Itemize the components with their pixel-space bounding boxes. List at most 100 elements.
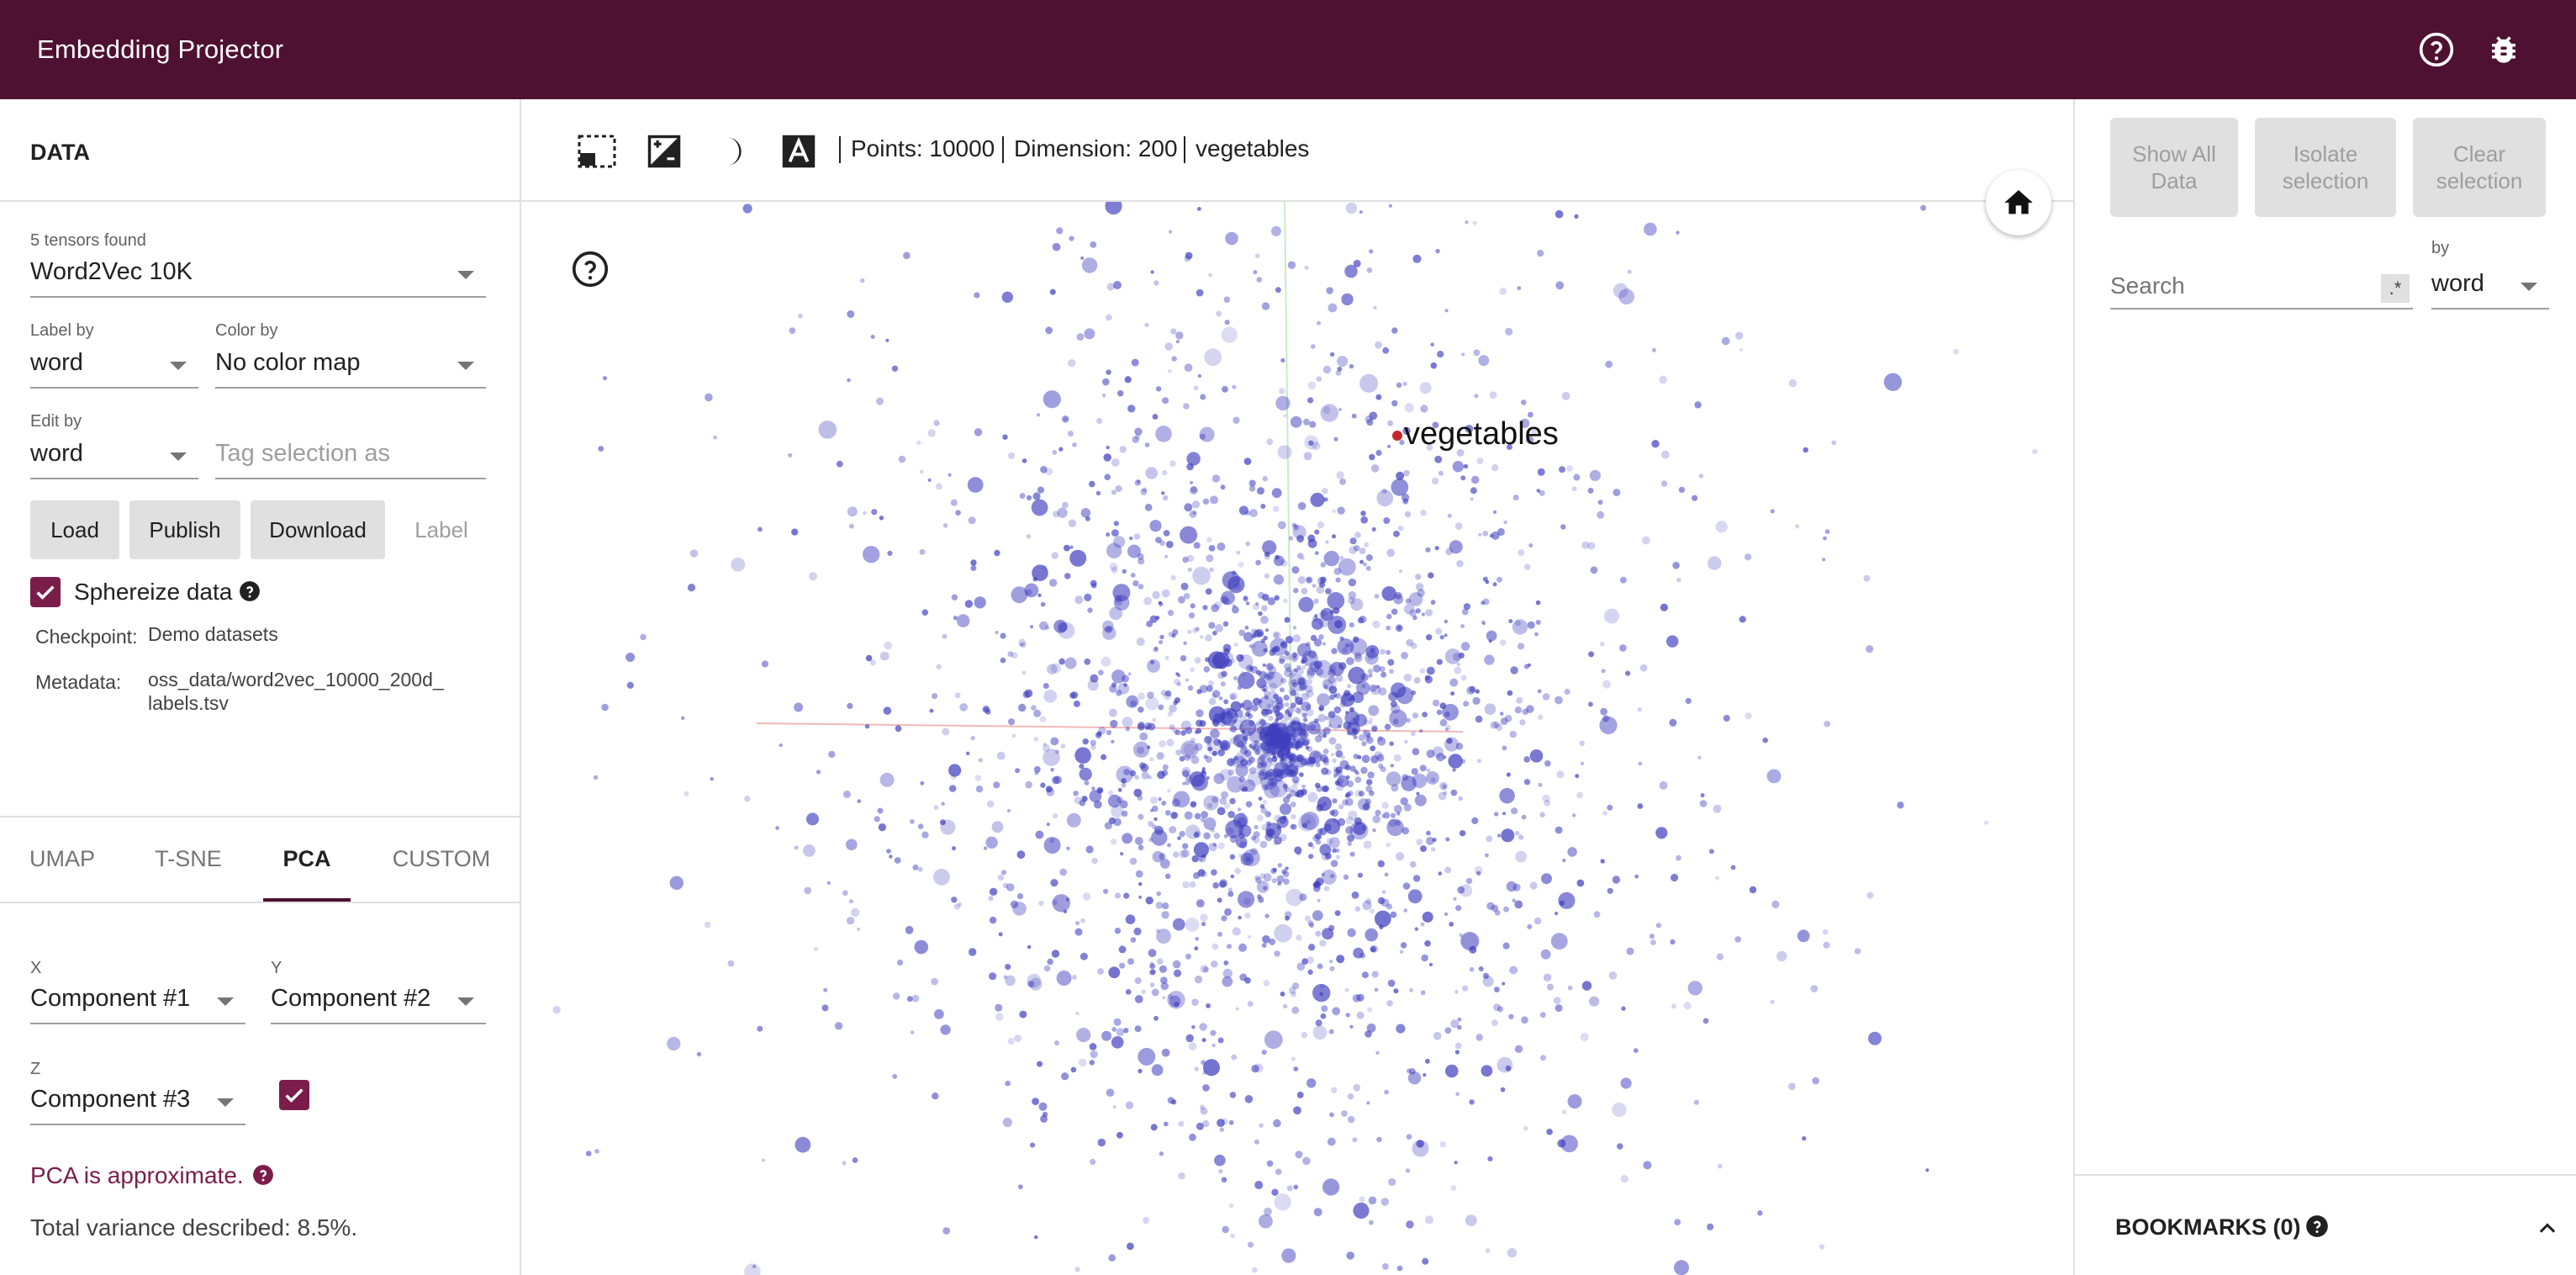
scatter-point: [1330, 874, 1335, 879]
scatter-point: [1008, 452, 1016, 459]
select-region-icon[interactable]: [577, 131, 617, 172]
scatter-point: [1259, 1214, 1273, 1229]
show-all-data-button[interactable]: Show All Data: [2110, 118, 2238, 217]
scatter-point: [1470, 497, 1474, 501]
scatter-point: [1319, 828, 1328, 836]
scatter-point: [1049, 838, 1055, 844]
scatter-point: [1153, 817, 1158, 822]
scatter-point: [1217, 842, 1225, 849]
scatter-point: [1436, 753, 1445, 762]
chevron-up-icon[interactable]: [2536, 1216, 2559, 1240]
download-button[interactable]: Download: [251, 500, 385, 559]
scatter-point: [816, 770, 821, 775]
scatter-point: [1284, 786, 1291, 792]
scatter-point: [1274, 950, 1280, 957]
help-icon[interactable]: [239, 580, 261, 602]
label-by-select[interactable]: word: [30, 343, 198, 389]
scatter-point: [1262, 540, 1277, 555]
help-icon[interactable]: [252, 1164, 274, 1186]
scatter-point: [993, 781, 1000, 789]
pca-y-select[interactable]: Component #2: [271, 979, 486, 1024]
pca-x-select[interactable]: Component #1: [30, 979, 245, 1024]
help-icon[interactable]: [572, 251, 609, 288]
scatter-point: [986, 800, 995, 808]
scatter-point: [879, 516, 884, 521]
scatter-point: [927, 478, 932, 482]
tensor-select[interactable]: Word2Vec 10K: [30, 252, 486, 298]
scatter-point: [863, 511, 867, 516]
scatter-point: [826, 881, 831, 885]
scatter-point: [1054, 1040, 1059, 1046]
scatter-point: [1670, 939, 1676, 945]
scatter-point: [1112, 1105, 1116, 1109]
scatter-point: [1348, 578, 1357, 587]
scatter-point: [1226, 710, 1232, 716]
scatter-point: [1461, 608, 1469, 616]
reset-view-button[interactable]: [1986, 170, 2051, 235]
night-mode-contrast-icon[interactable]: [644, 131, 684, 172]
tag-selection-input[interactable]: Tag selection as: [215, 434, 486, 479]
publish-button[interactable]: Publish: [129, 500, 240, 559]
scatter-point: [1350, 731, 1356, 737]
scatter-point: [1130, 937, 1137, 943]
scatter-point: [1660, 603, 1668, 611]
scatter-point: [1034, 1235, 1038, 1240]
dark-mode-icon[interactable]: [711, 131, 752, 172]
tab-pca[interactable]: PCA: [282, 845, 331, 871]
tab-umap[interactable]: UMAP: [29, 845, 95, 871]
scatter-point: [1075, 1012, 1079, 1016]
scatter-point: [1305, 704, 1312, 710]
scatter-point: [1151, 988, 1159, 997]
edit-by-select[interactable]: word: [30, 434, 198, 479]
scatter-point: [1824, 529, 1830, 534]
pca-z-select[interactable]: Component #3: [30, 1080, 245, 1125]
search-by-select[interactable]: word: [2431, 264, 2549, 309]
labels-toggle-icon[interactable]: [779, 131, 819, 172]
scatter-point: [704, 921, 711, 928]
pca-z-checkbox[interactable]: [279, 1080, 309, 1110]
scatter-point: [1469, 685, 1476, 693]
sphereize-checkbox[interactable]: [30, 577, 61, 607]
scatter-point: [1521, 814, 1527, 820]
scatter-point: [1258, 631, 1264, 638]
scatter-point: [1414, 927, 1419, 931]
scatter-point: [1279, 758, 1283, 762]
clear-selection-button[interactable]: Clear selection: [2413, 118, 2546, 217]
scatter-point: [1336, 955, 1345, 964]
help-icon[interactable]: [2416, 29, 2457, 70]
scatter-point: [1260, 807, 1267, 814]
scatter-point: [1617, 1143, 1623, 1150]
scatter-point: [1238, 654, 1254, 669]
scatter-plot[interactable]: vegetables: [521, 99, 2073, 1275]
search-input[interactable]: Search .*: [2110, 266, 2413, 309]
scatter-point: [1052, 894, 1070, 913]
load-button[interactable]: Load: [30, 500, 119, 559]
scatter-point: [1018, 638, 1027, 647]
scatter-point: [978, 758, 983, 763]
bookmarks-panel[interactable]: BOOKMARKS (0): [2075, 1174, 2576, 1275]
tab-tsne[interactable]: T-SNE: [155, 845, 222, 871]
help-icon[interactable]: [2305, 1214, 2329, 1238]
scatter-point: [989, 972, 997, 981]
scatter-point: [1263, 886, 1268, 891]
scatter-point: [1205, 634, 1212, 642]
scatter-point: [1285, 866, 1289, 870]
scatter-point: [1199, 426, 1215, 442]
scatter-point: [1162, 902, 1169, 910]
scatter-point: [1260, 504, 1266, 509]
isolate-selection-button[interactable]: Isolate selection: [2255, 118, 2396, 217]
scatter-point: [1190, 755, 1200, 764]
scatter-point: [1322, 679, 1333, 690]
scatter-point: [1264, 695, 1269, 700]
scatter-point: [1129, 770, 1137, 777]
scatter-point: [1315, 1019, 1322, 1027]
scatter-point: [991, 821, 1004, 833]
bug-icon[interactable]: [2484, 29, 2524, 70]
scatter-point: [1254, 749, 1261, 755]
regex-toggle-button[interactable]: .*: [2381, 274, 2410, 303]
tab-custom[interactable]: CUSTOM: [392, 845, 491, 871]
scatter-point: [1528, 411, 1533, 418]
label-button[interactable]: Label: [414, 516, 468, 542]
scatter-point: [1276, 737, 1283, 743]
color-by-select[interactable]: No color map: [215, 343, 486, 389]
